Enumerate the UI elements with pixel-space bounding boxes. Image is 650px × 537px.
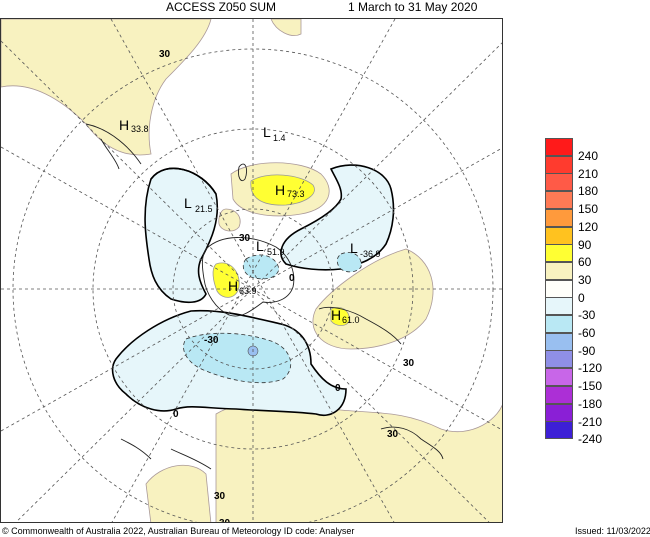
low-center: L 21.5 xyxy=(184,195,213,214)
legend-swatch xyxy=(545,138,573,156)
svg-text:H: H xyxy=(119,117,129,133)
legend-label: 90 xyxy=(578,237,592,252)
legend-swatch xyxy=(545,350,573,369)
south-america-coast xyxy=(318,306,402,345)
nz-coast xyxy=(238,163,248,182)
legend-label: 0 xyxy=(578,290,585,305)
legend-label: 150 xyxy=(578,202,599,217)
legend-label: -60 xyxy=(578,326,596,340)
mid-positive-area xyxy=(218,208,241,232)
contour-label: 30 xyxy=(403,358,415,369)
low-center: L -36.9 xyxy=(350,240,381,259)
legend-label: -150 xyxy=(578,379,603,394)
legend-swatch xyxy=(545,315,573,333)
contour-label: 30 xyxy=(214,491,226,502)
contour-label: 0 xyxy=(335,383,341,394)
legend-swatch xyxy=(545,226,573,245)
legend-label: 30 xyxy=(578,272,592,287)
legend-label: -240 xyxy=(578,432,603,447)
contour-label: 30 xyxy=(159,49,171,60)
legend-label: 210 xyxy=(578,166,599,181)
polar-map: 30 30 0 0 0 30 30 -30 30 30 H 33.8 L 1.4… xyxy=(0,18,503,523)
svg-text:1.4: 1.4 xyxy=(273,133,286,143)
legend-label: 60 xyxy=(578,255,592,270)
high-center: H 61.0 xyxy=(331,307,360,325)
high-center: H 73.3 xyxy=(275,182,305,199)
antarctica-coast xyxy=(201,237,295,317)
legend-swatch xyxy=(545,297,573,316)
low-center: L 51.9 xyxy=(256,238,285,257)
svg-text:63.9: 63.9 xyxy=(239,286,257,296)
africa-coast xyxy=(85,123,142,170)
svg-text:51.9: 51.9 xyxy=(267,247,285,257)
legend-label: 180 xyxy=(578,184,599,199)
legend-swatch xyxy=(545,208,573,227)
chart-title: ACCESS Z050 SUM xyxy=(166,0,277,14)
date-range: 1 March to 31 May 2020 xyxy=(348,0,478,14)
legend-swatch xyxy=(545,332,573,351)
contour-label: -30 xyxy=(204,335,219,346)
svg-text:L: L xyxy=(350,240,358,256)
legend-swatch xyxy=(545,155,573,174)
legend-label: -210 xyxy=(578,414,603,429)
legend-swatch xyxy=(545,279,573,298)
pressure-centers: H 33.8 L 1.4 H 73.3 L 21.5 L 51.9 L -36.… xyxy=(119,117,381,325)
sw-positive-area xyxy=(145,465,212,522)
moderate-negative-areas xyxy=(183,252,362,384)
legend-swatch xyxy=(545,368,573,387)
svg-text:H: H xyxy=(275,182,285,198)
legend-label: -180 xyxy=(578,396,603,411)
contour-label: 30 xyxy=(239,233,251,244)
svg-text:21.5: 21.5 xyxy=(195,204,213,214)
legend-swatch xyxy=(545,173,573,192)
legend-swatch xyxy=(545,191,573,210)
coastlines xyxy=(85,123,444,470)
legend-label: -90 xyxy=(578,343,596,358)
svg-text:-36.9: -36.9 xyxy=(360,249,381,259)
low-center: L 1.4 xyxy=(263,124,286,143)
contour-label: 30 xyxy=(387,429,399,440)
nw-positive-area xyxy=(1,19,212,156)
map-canvas: 30 30 0 0 0 30 30 -30 30 30 H 33.8 L 1.4… xyxy=(1,19,502,523)
legend-swatch xyxy=(545,261,573,280)
contour-labels: 30 30 0 0 0 30 30 -30 30 30 xyxy=(159,49,415,523)
ne-negative-area xyxy=(280,164,395,271)
contour-label: 0 xyxy=(289,273,295,284)
legend-swatch xyxy=(545,403,573,422)
svg-text:61.0: 61.0 xyxy=(342,315,360,325)
southern-coast xyxy=(120,438,212,470)
svg-text:L: L xyxy=(263,124,271,140)
legend-swatch xyxy=(545,244,573,263)
svg-text:73.3: 73.3 xyxy=(287,189,305,199)
issued-date: Issued: 11/03/2022 xyxy=(575,526,650,536)
legend-swatch xyxy=(545,385,573,404)
sa-south-coast xyxy=(380,426,444,460)
contour-label: 30 xyxy=(219,518,231,523)
svg-text:L: L xyxy=(184,195,192,211)
north-positive-area xyxy=(270,19,302,36)
legend-label: 240 xyxy=(578,149,599,163)
svg-text:L: L xyxy=(256,238,264,254)
svg-text:H: H xyxy=(228,278,238,294)
svg-text:33.8: 33.8 xyxy=(131,124,149,134)
high-center: H 63.9 xyxy=(228,278,257,296)
legend-label: 120 xyxy=(578,219,599,234)
contour-label: 0 xyxy=(173,409,179,420)
polar-grid xyxy=(1,19,502,522)
copyright-text: © Commonwealth of Australia 2022, Austra… xyxy=(2,526,355,536)
svg-text:H: H xyxy=(331,307,341,323)
legend-label: -120 xyxy=(578,361,603,376)
legend-label: -30 xyxy=(578,308,596,323)
high-center: H 33.8 xyxy=(119,117,149,134)
legend-swatch xyxy=(545,421,573,440)
zero-contours xyxy=(150,167,217,195)
